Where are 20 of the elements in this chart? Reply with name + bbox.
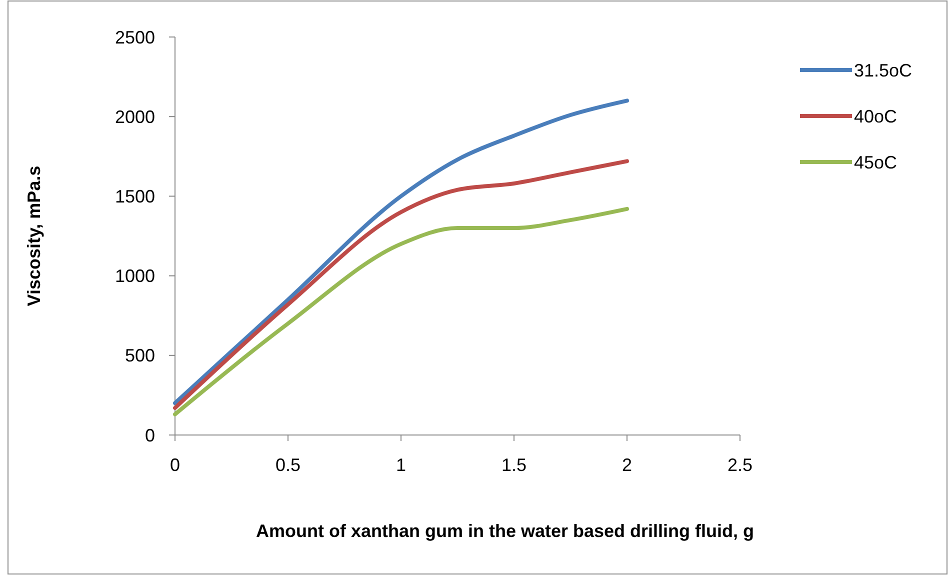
line-series: [173, 98, 629, 406]
x-tick-label: 1: [396, 455, 406, 475]
y-tick-label: 0: [144, 425, 155, 446]
x-axis-title: Amount of xanthan gum in the water based drilling fluid, g: [256, 521, 754, 541]
legend-label: 31.5oC: [854, 60, 912, 80]
y-axis-title: Viscosity, mPa.s: [24, 166, 44, 306]
x-tick-label: 1.5: [501, 455, 527, 475]
legend-label: 40oC: [854, 106, 898, 126]
line-series: [173, 159, 629, 410]
x-tick-label: 2.5: [727, 455, 753, 475]
y-tick-label: 500: [124, 346, 155, 366]
x-tick-label: 0: [170, 455, 180, 475]
y-tick-label: 2000: [114, 106, 155, 127]
y-tick-label: 2500: [114, 27, 155, 48]
x-tick-label: 0.5: [275, 455, 301, 475]
y-tick-label: 1000: [114, 266, 155, 286]
legend-label: 45oC: [854, 152, 898, 172]
line-series: [173, 206, 629, 416]
x-tick-label: 2: [622, 455, 632, 475]
y-tick-label: 1500: [114, 186, 155, 206]
